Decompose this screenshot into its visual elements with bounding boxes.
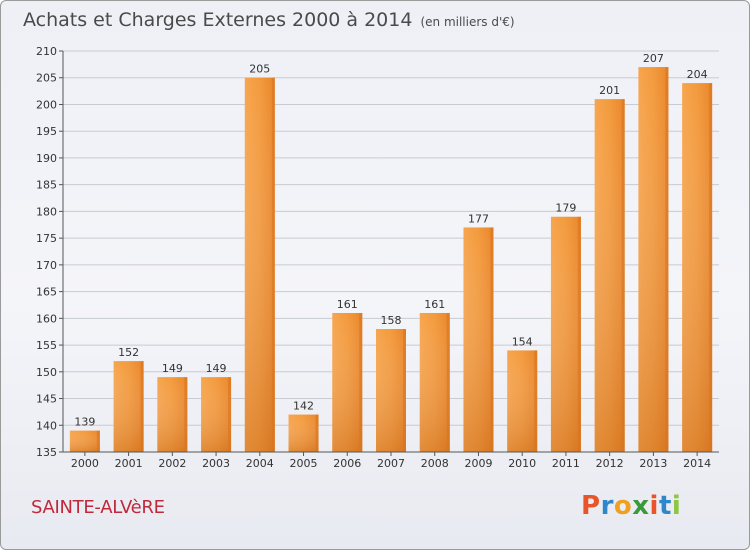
x-tick-label: 2000 bbox=[71, 457, 99, 470]
bar-edge bbox=[184, 377, 188, 452]
x-tick-label: 2005 bbox=[290, 457, 318, 470]
commune-name: SAINTE-ALVèRE bbox=[31, 497, 165, 518]
value-label: 139 bbox=[74, 416, 95, 429]
value-label: 207 bbox=[643, 52, 664, 65]
value-label: 149 bbox=[206, 362, 227, 375]
bar-shade bbox=[638, 67, 669, 452]
y-tick-label: 140 bbox=[36, 419, 57, 432]
logo-letter: x bbox=[632, 491, 650, 521]
bar-shade bbox=[376, 329, 406, 452]
chart-title: Achats et Charges Externes 2000 à 2014 (e… bbox=[23, 9, 515, 31]
y-tick-label: 145 bbox=[36, 393, 57, 406]
chart-subtitle: (en milliers d'€) bbox=[420, 15, 515, 29]
bar-shade bbox=[507, 350, 538, 452]
bar-edge bbox=[403, 329, 406, 452]
bar-shade bbox=[594, 99, 625, 453]
x-tick-label: 2010 bbox=[508, 457, 536, 470]
proxiti-logo[interactable]: Proxiti bbox=[581, 491, 681, 521]
value-label: 158 bbox=[381, 314, 402, 327]
bar-shade bbox=[332, 312, 363, 452]
bar-edge bbox=[446, 312, 450, 452]
logo-letter: o bbox=[613, 491, 633, 521]
value-label: 201 bbox=[599, 84, 620, 97]
bar-shade bbox=[419, 312, 450, 452]
value-label: 205 bbox=[249, 63, 270, 76]
y-tick-label: 150 bbox=[36, 366, 57, 379]
bar-shade bbox=[157, 377, 188, 452]
bar-edge bbox=[228, 377, 232, 452]
bar-shade bbox=[682, 83, 713, 452]
logo-letter: i bbox=[671, 491, 682, 521]
x-tick-label: 2014 bbox=[683, 457, 711, 470]
logo-letter: t bbox=[658, 491, 672, 521]
bars bbox=[69, 67, 713, 453]
y-tick-label: 210 bbox=[36, 45, 57, 58]
bar-edge bbox=[96, 430, 100, 452]
bar-shade bbox=[244, 77, 275, 452]
x-tick-label: 2003 bbox=[202, 457, 230, 470]
bar-edge bbox=[577, 216, 581, 452]
value-label: 142 bbox=[293, 400, 314, 413]
bar-edge bbox=[271, 77, 275, 452]
bar-shade bbox=[550, 216, 581, 452]
value-label: 154 bbox=[512, 335, 533, 348]
x-tick-label: 2004 bbox=[246, 457, 274, 470]
x-tick-label: 2013 bbox=[639, 457, 667, 470]
bar-edge bbox=[534, 350, 538, 452]
bar-edge bbox=[490, 227, 494, 452]
x-tick-label: 2011 bbox=[552, 457, 580, 470]
x-tick-label: 2012 bbox=[596, 457, 624, 470]
axes: 135 140 145 150 155 160 165 170 175 180 185 190 195 2… bbox=[36, 45, 719, 470]
y-tick-label: 200 bbox=[36, 98, 57, 111]
value-label: 177 bbox=[468, 212, 489, 225]
y-tick-label: 155 bbox=[36, 339, 57, 352]
bar-edge bbox=[315, 414, 319, 452]
logo-letter: i bbox=[649, 491, 659, 521]
x-tick-label: 2008 bbox=[421, 457, 449, 470]
bar-edge bbox=[709, 83, 713, 452]
y-tick-label: 135 bbox=[36, 446, 57, 459]
bar-shade bbox=[201, 377, 232, 452]
value-label: 204 bbox=[687, 68, 708, 81]
x-tick-label: 2009 bbox=[464, 457, 492, 470]
logo-letter: r bbox=[600, 491, 614, 521]
x-tick-label: 2002 bbox=[158, 457, 186, 470]
value-label: 161 bbox=[424, 298, 445, 311]
value-label: 161 bbox=[337, 298, 358, 311]
y-tick-label: 160 bbox=[36, 312, 57, 325]
x-tick-label: 2001 bbox=[115, 457, 143, 470]
bar-shade bbox=[113, 361, 144, 452]
logo-letter: P bbox=[581, 491, 601, 521]
bar-shade bbox=[69, 430, 100, 452]
bar-shade bbox=[463, 227, 494, 452]
value-label: 149 bbox=[162, 362, 183, 375]
y-tick-label: 185 bbox=[36, 179, 57, 192]
value-label: 179 bbox=[555, 202, 576, 215]
y-tick-label: 195 bbox=[36, 125, 57, 138]
value-label: 152 bbox=[118, 346, 139, 359]
chart-title-text: Achats et Charges Externes 2000 à 2014 bbox=[23, 9, 413, 31]
y-tick-label: 170 bbox=[36, 259, 57, 272]
bar-edge bbox=[621, 99, 625, 453]
value-labels: 139 152 149 149 205 142 161 158 161 177 154 179 201 2… bbox=[74, 52, 707, 429]
bar-shade bbox=[288, 414, 319, 452]
x-tick-label: 2007 bbox=[377, 457, 405, 470]
y-tick-label: 205 bbox=[36, 72, 57, 85]
bar-edge bbox=[140, 361, 144, 452]
x-tick-label: 2006 bbox=[333, 457, 361, 470]
y-tick-label: 180 bbox=[36, 205, 57, 218]
y-tick-label: 165 bbox=[36, 286, 57, 299]
bar-edge bbox=[665, 67, 669, 452]
y-tick-label: 190 bbox=[36, 152, 57, 165]
y-tick-label: 175 bbox=[36, 232, 57, 245]
bar-edge bbox=[359, 312, 363, 452]
